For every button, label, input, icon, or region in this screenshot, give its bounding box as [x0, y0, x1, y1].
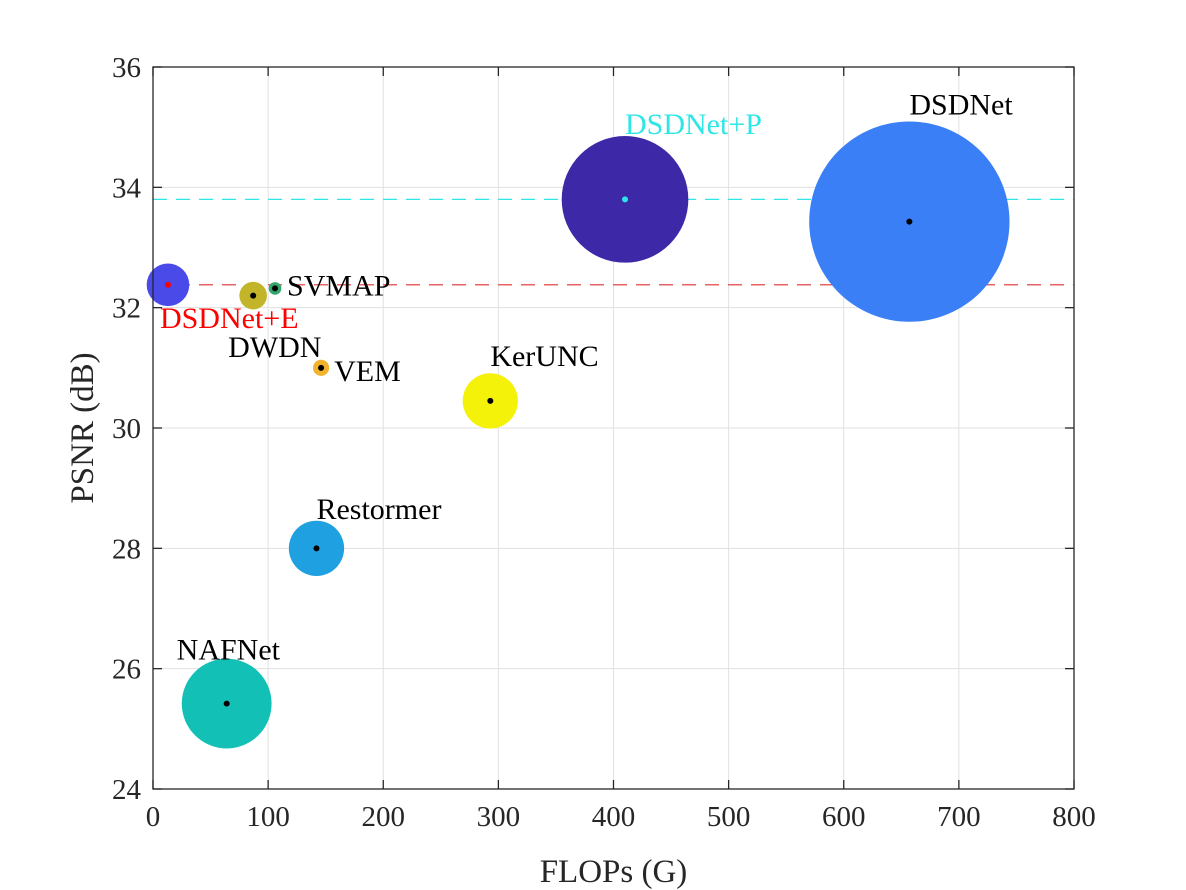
y-tick-label: 24 [112, 774, 142, 806]
y-tick-label: 32 [112, 293, 141, 325]
point-label: KerUNC [490, 340, 598, 373]
point-label: Restormer [316, 493, 441, 526]
bubble-center-point [622, 196, 629, 203]
point-label: DWDN [228, 331, 321, 364]
point-label: DSDNet [909, 88, 1013, 121]
y-tick-label: 30 [112, 413, 141, 445]
x-tick-label: 600 [822, 801, 866, 833]
x-tick-label: 0 [146, 801, 161, 833]
y-axis-title: PSNR (dB) [65, 352, 101, 503]
bubble-center-point [250, 292, 257, 299]
point-label: DSDNet+E [160, 302, 299, 335]
point-label: SVMAP [287, 269, 390, 302]
x-tick-label: 300 [477, 801, 521, 833]
y-tick-label: 26 [112, 654, 141, 686]
point-label: DSDNet+P [625, 108, 762, 141]
x-tick-label: 400 [592, 801, 636, 833]
bubble-center-point [272, 285, 279, 292]
bubble-center-point [313, 545, 320, 552]
y-tick-label: 28 [112, 533, 141, 565]
bubble-center-point [906, 218, 913, 225]
x-tick-label: 500 [707, 801, 751, 833]
x-tick-label: 800 [1052, 801, 1096, 833]
point-label: VEM [334, 355, 401, 388]
x-tick-label: 700 [937, 801, 981, 833]
y-tick-label: 34 [112, 172, 142, 204]
x-tick-label: 200 [362, 801, 406, 833]
bubble-center-point [223, 700, 230, 707]
point-label: NAFNet [177, 633, 281, 666]
y-tick-label: 36 [112, 52, 141, 84]
bubble-center-point [487, 397, 494, 404]
bubble-center-point [164, 281, 171, 288]
axes: 0 100 200 300 400 500 600 700 800 24 26 28 30 32 34 36 [112, 52, 1096, 833]
bubbles [146, 121, 1010, 749]
x-tick-label: 100 [246, 801, 290, 833]
bubble-center-point [318, 364, 325, 371]
x-axis-title: FLOPs (G) [540, 854, 688, 890]
